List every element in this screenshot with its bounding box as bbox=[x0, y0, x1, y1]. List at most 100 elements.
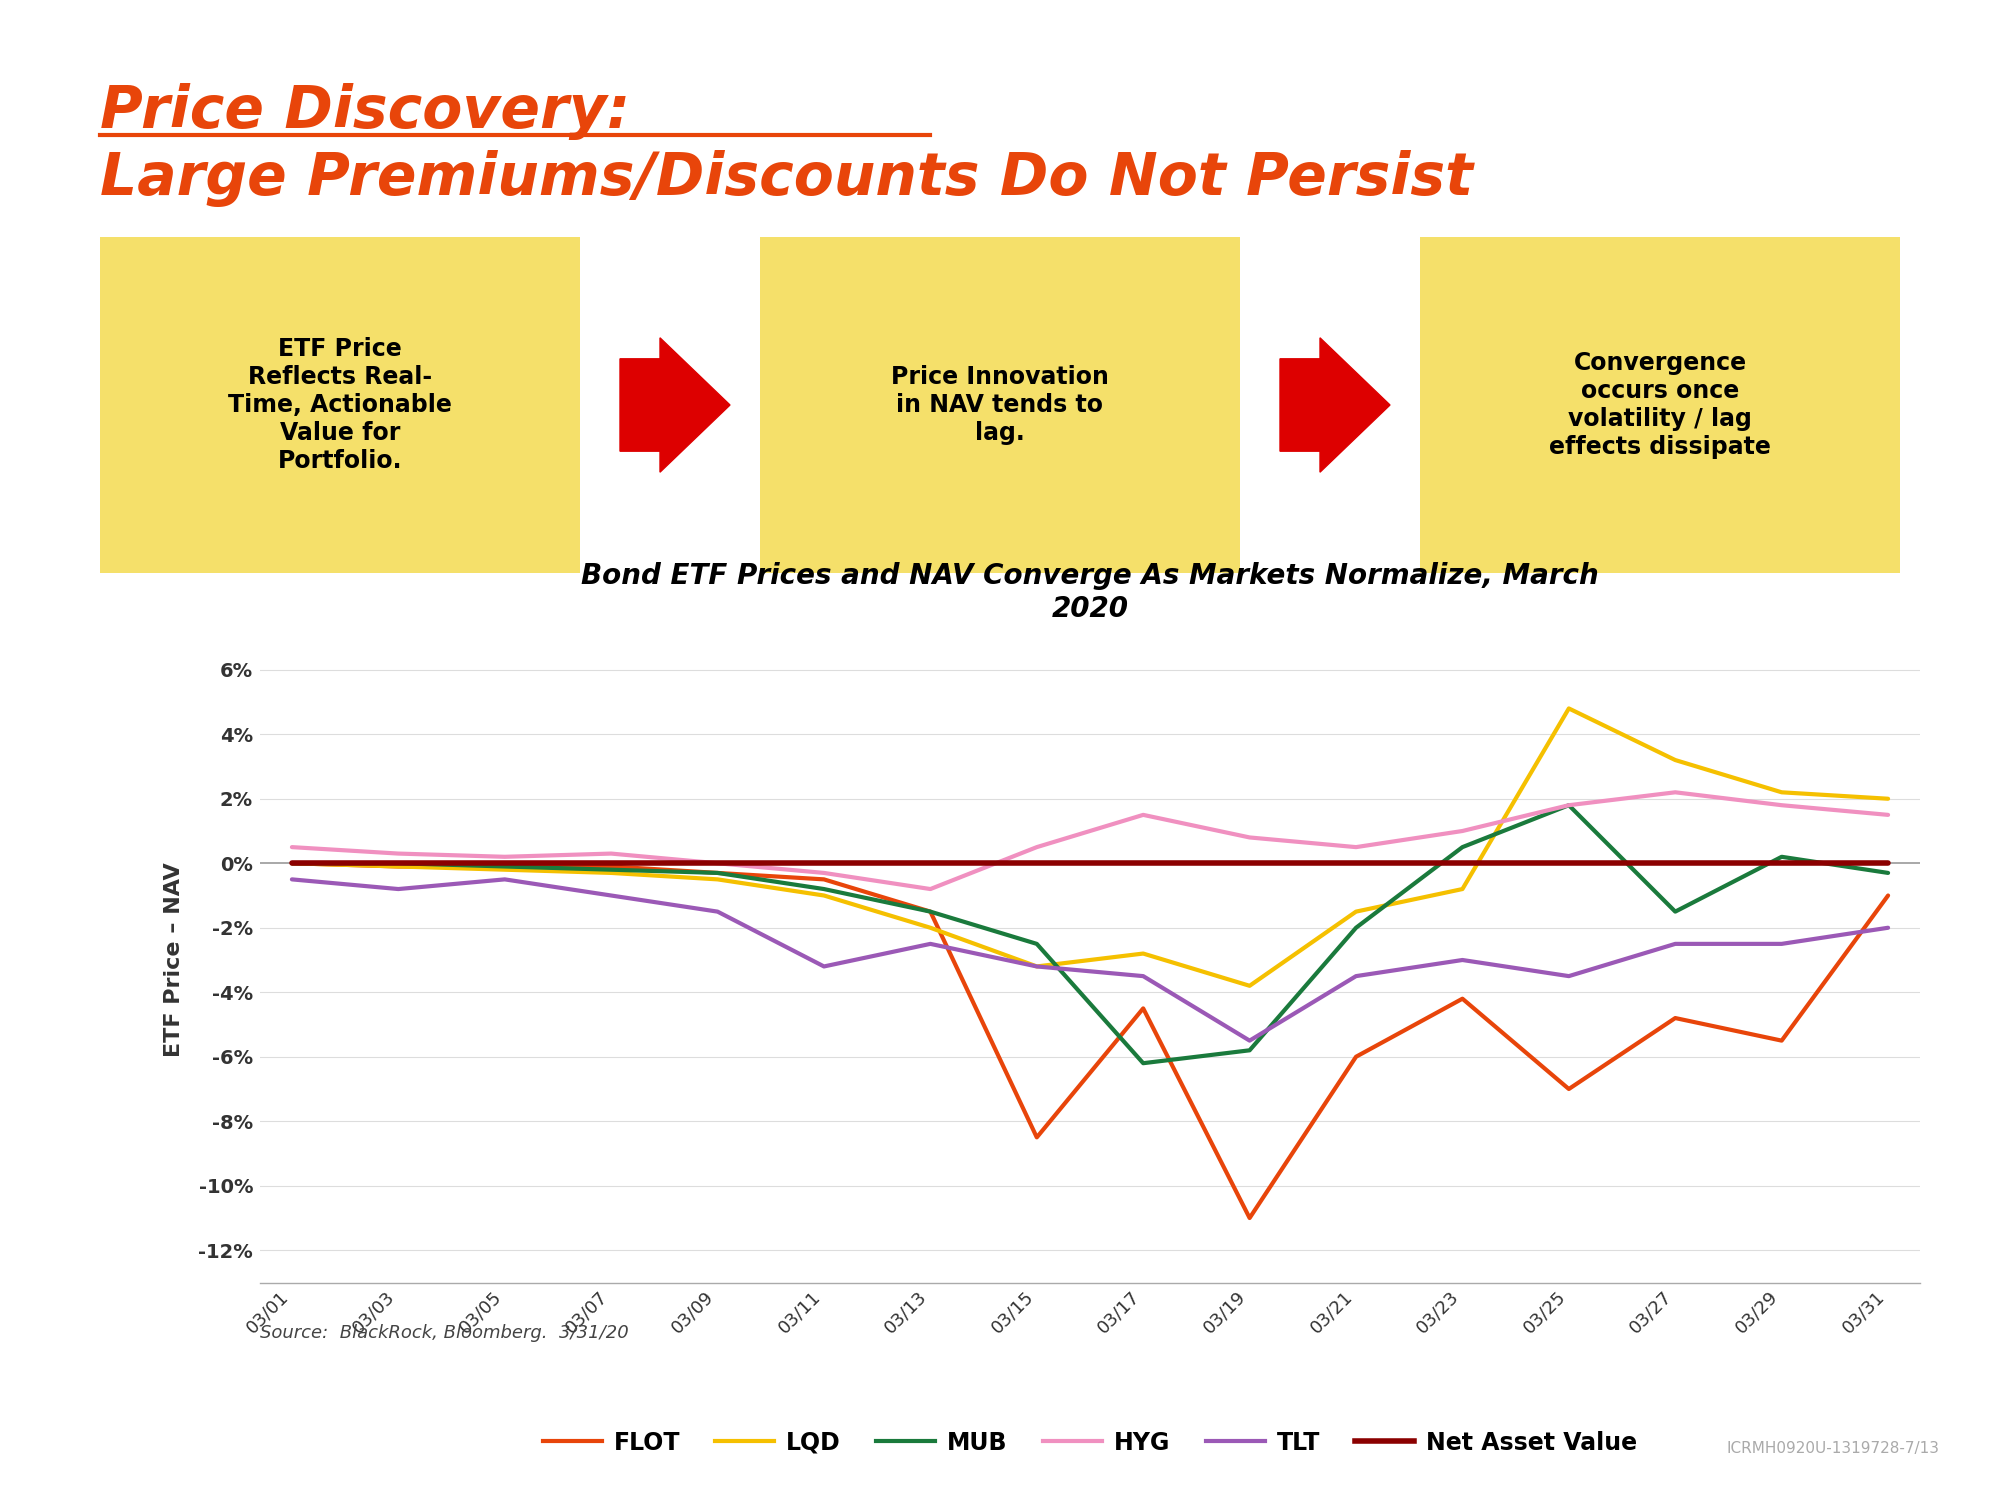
TLT bbox=[1450, 951, 1474, 969]
Net Asset Value bbox=[492, 855, 516, 873]
TLT bbox=[1344, 968, 1368, 986]
MUB bbox=[1024, 934, 1048, 952]
MUB bbox=[812, 880, 836, 898]
FancyArrow shape bbox=[1280, 338, 1390, 472]
HYG bbox=[1132, 806, 1156, 824]
LQD bbox=[706, 870, 730, 888]
FLOT bbox=[1132, 999, 1156, 1017]
Text: Price Innovation
in NAV tends to
lag.: Price Innovation in NAV tends to lag. bbox=[892, 364, 1108, 446]
Text: ICRMH0920U-1319728-7/13: ICRMH0920U-1319728-7/13 bbox=[1728, 1442, 1940, 1456]
FancyBboxPatch shape bbox=[1420, 237, 1900, 573]
Line: LQD: LQD bbox=[292, 708, 1888, 986]
HYG bbox=[1556, 796, 1580, 814]
Net Asset Value bbox=[1024, 855, 1048, 873]
Text: Price Discovery:: Price Discovery: bbox=[100, 82, 630, 140]
Net Asset Value bbox=[1876, 855, 1900, 873]
LQD bbox=[1132, 945, 1156, 963]
Text: ETF Price
Reflects Real-
Time, Actionable
Value for
Portfolio.: ETF Price Reflects Real- Time, Actionabl… bbox=[228, 338, 452, 472]
FLOT bbox=[492, 858, 516, 876]
TLT bbox=[1132, 968, 1156, 986]
FancyBboxPatch shape bbox=[760, 237, 1240, 573]
TLT bbox=[1556, 968, 1580, 986]
MUB bbox=[1664, 903, 1688, 921]
LQD bbox=[492, 861, 516, 879]
TLT bbox=[1876, 918, 1900, 936]
Net Asset Value bbox=[812, 855, 836, 873]
LQD bbox=[1024, 957, 1048, 975]
HYG bbox=[600, 844, 624, 862]
HYG bbox=[1876, 806, 1900, 824]
MUB bbox=[706, 864, 730, 882]
LQD bbox=[812, 886, 836, 904]
MUB bbox=[280, 855, 304, 873]
TLT bbox=[1664, 934, 1688, 952]
Net Asset Value bbox=[706, 855, 730, 873]
MUB bbox=[1876, 864, 1900, 882]
FLOT bbox=[706, 864, 730, 882]
TLT bbox=[280, 870, 304, 888]
FLOT bbox=[386, 858, 410, 876]
LQD bbox=[386, 858, 410, 876]
HYG bbox=[1024, 839, 1048, 856]
Y-axis label: ETF Price – NAV: ETF Price – NAV bbox=[164, 862, 184, 1058]
Text: Large Premiums/Discounts Do Not Persist: Large Premiums/Discounts Do Not Persist bbox=[100, 150, 1472, 207]
Net Asset Value bbox=[1450, 855, 1474, 873]
HYG bbox=[812, 864, 836, 882]
LQD bbox=[280, 855, 304, 873]
Net Asset Value bbox=[1238, 855, 1262, 873]
HYG bbox=[386, 844, 410, 862]
Line: HYG: HYG bbox=[292, 792, 1888, 889]
FLOT bbox=[812, 870, 836, 888]
MUB bbox=[918, 903, 942, 921]
HYG bbox=[1664, 783, 1688, 801]
TLT bbox=[812, 957, 836, 975]
LQD bbox=[1238, 976, 1262, 994]
HYG bbox=[1238, 828, 1262, 846]
MUB bbox=[1556, 796, 1580, 814]
LQD bbox=[918, 918, 942, 936]
TLT bbox=[706, 903, 730, 921]
Net Asset Value bbox=[1770, 855, 1794, 873]
HYG bbox=[1770, 796, 1794, 814]
FLOT bbox=[1556, 1080, 1580, 1098]
Net Asset Value bbox=[1132, 855, 1156, 873]
LQD bbox=[1344, 903, 1368, 921]
HYG bbox=[1344, 839, 1368, 856]
Net Asset Value bbox=[386, 855, 410, 873]
FLOT bbox=[918, 903, 942, 921]
TLT bbox=[918, 934, 942, 952]
MUB bbox=[1132, 1054, 1156, 1072]
Legend: FLOT, LQD, MUB, HYG, TLT, Net Asset Value: FLOT, LQD, MUB, HYG, TLT, Net Asset Valu… bbox=[534, 1422, 1646, 1464]
HYG bbox=[918, 880, 942, 898]
Line: TLT: TLT bbox=[292, 879, 1888, 1041]
HYG bbox=[280, 839, 304, 856]
LQD bbox=[600, 864, 624, 882]
TLT bbox=[1770, 934, 1794, 952]
Net Asset Value bbox=[600, 855, 624, 873]
TLT bbox=[1238, 1032, 1262, 1050]
MUB bbox=[492, 858, 516, 876]
LQD bbox=[1876, 790, 1900, 808]
Net Asset Value bbox=[1664, 855, 1688, 873]
Net Asset Value bbox=[280, 855, 304, 873]
FLOT bbox=[1238, 1209, 1262, 1227]
MUB bbox=[1770, 847, 1794, 865]
LQD bbox=[1664, 752, 1688, 770]
LQD bbox=[1556, 699, 1580, 717]
Net Asset Value bbox=[1556, 855, 1580, 873]
Net Asset Value bbox=[1344, 855, 1368, 873]
MUB bbox=[600, 861, 624, 879]
FLOT bbox=[280, 855, 304, 873]
FLOT bbox=[1770, 1032, 1794, 1050]
Text: Convergence
occurs once
volatility / lag
effects dissipate: Convergence occurs once volatility / lag… bbox=[1550, 351, 1770, 459]
FLOT bbox=[1024, 1128, 1048, 1146]
HYG bbox=[1450, 822, 1474, 840]
MUB bbox=[1238, 1041, 1262, 1059]
FancyBboxPatch shape bbox=[100, 237, 580, 573]
FLOT bbox=[1450, 990, 1474, 1008]
Net Asset Value bbox=[918, 855, 942, 873]
FLOT bbox=[1664, 1010, 1688, 1028]
FancyArrow shape bbox=[620, 338, 730, 472]
LQD bbox=[1770, 783, 1794, 801]
FLOT bbox=[1876, 886, 1900, 904]
